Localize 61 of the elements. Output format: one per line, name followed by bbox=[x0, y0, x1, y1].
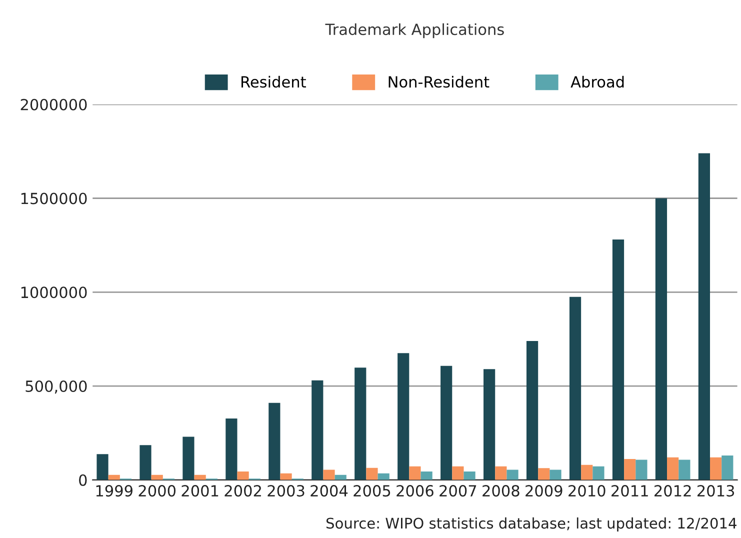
x-tick-label: 2006 bbox=[396, 485, 434, 497]
legend-label: Non-Resident bbox=[388, 76, 490, 88]
x-tick-label: 1999 bbox=[96, 485, 132, 497]
bar bbox=[495, 466, 507, 480]
legend-label: Resident bbox=[242, 76, 306, 88]
bar bbox=[678, 460, 690, 480]
x-tick-label: 2013 bbox=[697, 485, 734, 497]
bar bbox=[420, 471, 432, 480]
bar bbox=[538, 468, 550, 480]
bar bbox=[612, 240, 624, 480]
bar bbox=[452, 466, 464, 480]
bar bbox=[667, 457, 679, 480]
bar bbox=[237, 471, 249, 480]
bar bbox=[722, 455, 734, 480]
bar bbox=[624, 459, 636, 480]
x-tick-label: 2007 bbox=[440, 485, 476, 497]
bar bbox=[140, 445, 152, 480]
bar bbox=[323, 470, 335, 480]
bar bbox=[409, 466, 421, 480]
y-tick-label: 500,000 bbox=[26, 380, 87, 394]
x-tick-label: 2001 bbox=[182, 485, 218, 497]
bar bbox=[550, 470, 562, 480]
bar bbox=[366, 468, 378, 480]
bar bbox=[526, 340, 538, 480]
bar bbox=[182, 436, 194, 480]
x-tick-label: 2002 bbox=[224, 485, 261, 497]
x-tick-label: 2003 bbox=[268, 485, 304, 497]
x-tick-label: 2008 bbox=[482, 485, 520, 497]
bar bbox=[280, 473, 292, 480]
bar bbox=[226, 418, 238, 480]
y-tick-label: 1500000 bbox=[21, 192, 87, 204]
bar bbox=[592, 466, 604, 480]
bar bbox=[655, 198, 668, 480]
bar bbox=[354, 368, 366, 480]
x-tick-label: 2010 bbox=[568, 485, 606, 497]
x-tick-label: 2009 bbox=[526, 485, 562, 497]
x-tick-label: 2005 bbox=[354, 485, 390, 497]
y-tick-label: 1000000 bbox=[21, 286, 87, 298]
bar bbox=[464, 471, 476, 480]
bar bbox=[312, 380, 324, 480]
legend-label: Abroad bbox=[570, 76, 624, 88]
bar bbox=[581, 464, 593, 480]
bar bbox=[268, 402, 280, 480]
x-tick-label: 2012 bbox=[654, 485, 691, 497]
y-tick-label: 0 bbox=[79, 474, 87, 486]
bar bbox=[506, 470, 518, 480]
source-note: Source: WIPO statistics database; last updated: 12/2014 bbox=[326, 517, 736, 532]
bar bbox=[698, 153, 710, 480]
x-tick-label: 2000 bbox=[138, 485, 176, 497]
bar bbox=[484, 369, 496, 480]
chart-title: Trademark Applications bbox=[325, 23, 504, 38]
x-tick-label: 2004 bbox=[310, 485, 348, 497]
x-tick-label: 2011 bbox=[612, 485, 648, 497]
bar bbox=[378, 473, 390, 480]
bar bbox=[96, 454, 108, 480]
bar bbox=[636, 460, 648, 480]
y-tick-label: 2000000 bbox=[20, 98, 87, 110]
bar bbox=[569, 296, 582, 480]
bar bbox=[710, 457, 722, 480]
bar bbox=[440, 366, 452, 480]
bar bbox=[398, 353, 410, 480]
